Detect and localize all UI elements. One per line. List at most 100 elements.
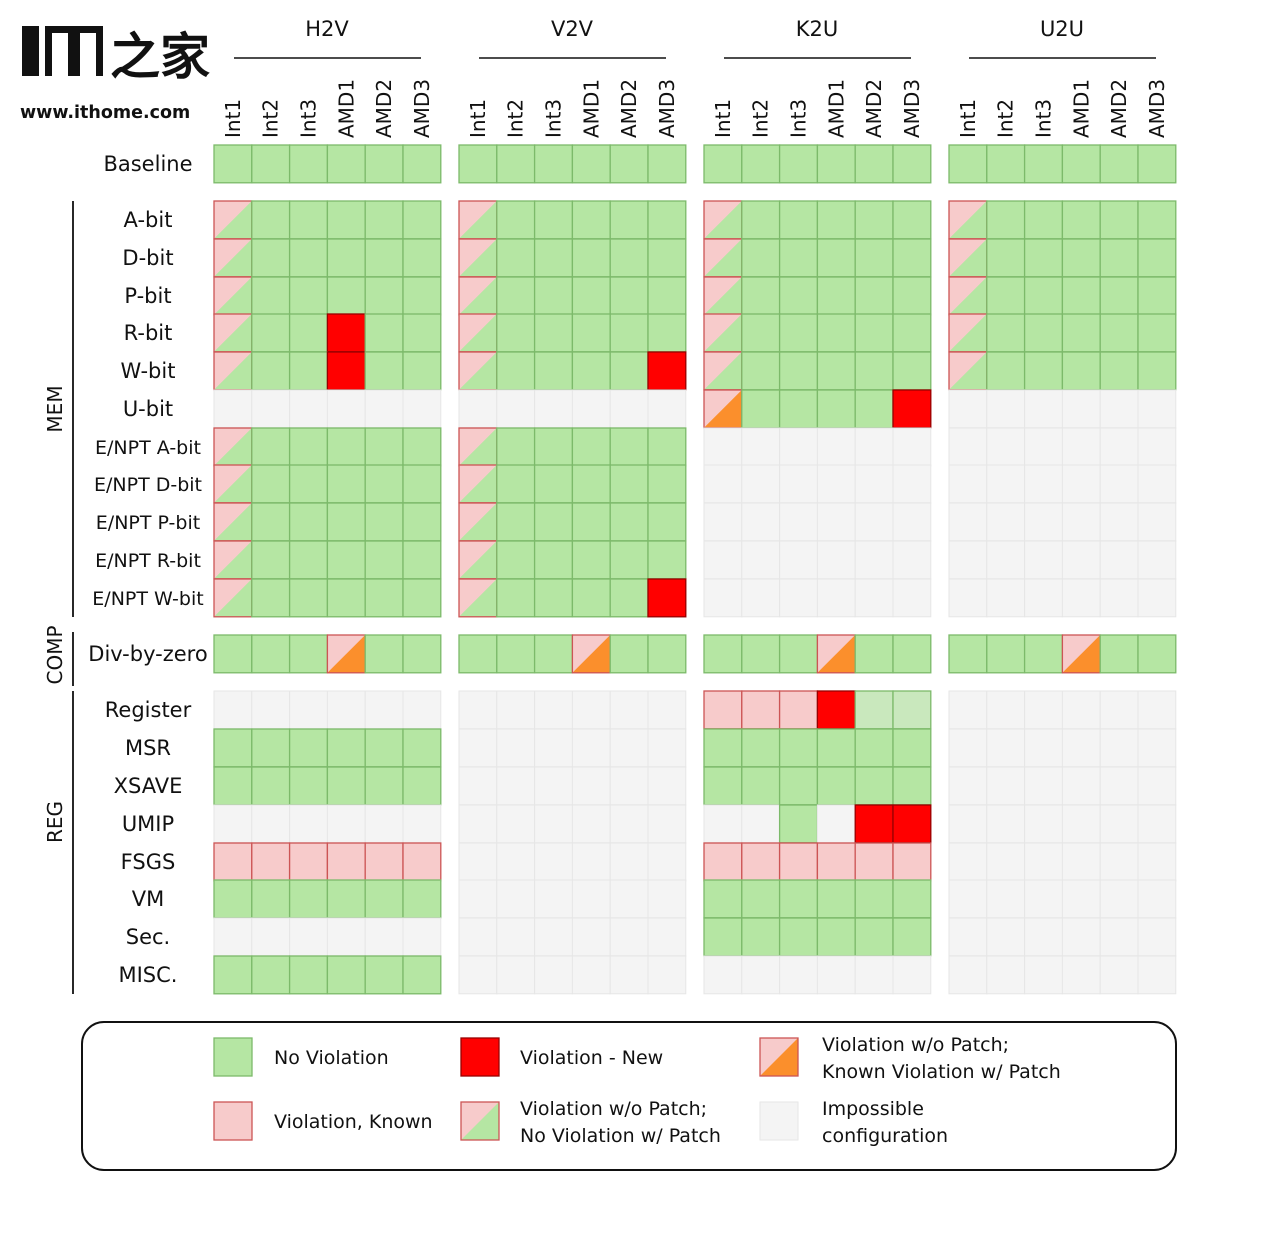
legend-label: No Violation w/ Patch: [520, 1125, 721, 1147]
cell-v2v-d-bit-int2: [496, 238, 536, 278]
cell-u2u-d-bit-amd2: [1099, 238, 1139, 278]
cell-h2v-fsgs-int3: [288, 842, 329, 882]
cell-u2u-vm-amd1: [1061, 879, 1101, 919]
cell-v2v-fsgs-int2: [496, 842, 536, 882]
cell-h2v-div-by-zero-int3: [288, 634, 329, 674]
cell-u2u-misc-int1: [948, 955, 988, 995]
cell-h2v-r-bit-amd2: [364, 313, 404, 353]
cell-v2v-u-bit-int3: [534, 389, 573, 429]
cell-k2u-baseline-int3: [778, 144, 819, 184]
row-label-xsave: XSAVE: [114, 774, 183, 798]
cell-k2u-w-bit-amd1: [816, 351, 856, 391]
cell-k2u-w-bit-amd2: [854, 351, 894, 391]
cell-v2v-div-by-zero-int3: [533, 634, 574, 674]
category-label-reg: REG: [43, 801, 67, 843]
column-label-h2v-int1: Int1: [221, 99, 245, 138]
cell-k2u-msr-amd3: [892, 728, 932, 768]
cell-h2v-e-npt-d-bit-amd3: [402, 464, 442, 504]
group-title-u2u: U2U: [1040, 17, 1084, 41]
legend-swatch-p: [213, 1101, 253, 1141]
cell-k2u-xsave-int2: [741, 766, 781, 806]
cell-u2u-u-bit-int2: [986, 389, 1026, 429]
cell-k2u-sec-int2: [741, 917, 781, 957]
row-label-div-by-zero: Div-by-zero: [88, 642, 207, 666]
cell-k2u-r-bit-int3: [778, 313, 819, 353]
cell-k2u-msr-int1: [703, 728, 743, 768]
legend-label: Violation - New: [520, 1047, 663, 1069]
cell-k2u-fsgs-amd3: [892, 842, 932, 882]
cell-k2u-msr-int3: [778, 728, 819, 768]
legend-label: Known Violation w/ Patch: [822, 1061, 1061, 1083]
column-label-u2u-amd3: AMD3: [1145, 79, 1169, 138]
cell-u2u-e-npt-a-bit-amd3: [1137, 427, 1177, 467]
cell-v2v-e-npt-w-bit-int1: [458, 578, 498, 618]
cell-h2v-e-npt-p-bit-int2: [251, 502, 291, 542]
cell-v2v-e-npt-d-bit-amd3: [647, 464, 687, 504]
cell-v2v-w-bit-int2: [496, 351, 536, 391]
cell-h2v-u-bit-int1: [213, 389, 253, 429]
cell-h2v-p-bit-amd3: [402, 276, 442, 316]
cell-k2u-baseline-amd3: [892, 144, 932, 184]
cell-h2v-register-amd1: [326, 690, 366, 730]
cell-h2v-w-bit-int2: [251, 351, 291, 391]
cell-v2v-baseline-int3: [533, 144, 574, 184]
cell-u2u-misc-amd3: [1137, 955, 1177, 995]
cell-u2u-e-npt-w-bit-int2: [986, 578, 1026, 618]
row-label-umip: UMIP: [122, 812, 174, 836]
cell-u2u-p-bit-amd1: [1061, 276, 1101, 316]
cell-v2v-p-bit-amd3: [647, 276, 687, 316]
cell-v2v-msr-amd3: [647, 728, 687, 768]
legend-label: Violation w/o Patch;: [822, 1034, 1009, 1056]
cell-h2v-fsgs-amd2: [364, 842, 404, 882]
cell-h2v-div-by-zero-amd3: [402, 634, 442, 674]
column-label-v2v-amd3: AMD3: [655, 79, 679, 138]
cell-h2v-p-bit-amd1: [326, 276, 366, 316]
logo-mark: 之家: [110, 28, 210, 86]
cell-u2u-msr-amd1: [1061, 728, 1101, 768]
cell-k2u-u-bit-amd2: [854, 389, 894, 429]
cell-v2v-a-bit-int1: [458, 200, 498, 240]
cell-v2v-fsgs-int3: [534, 842, 573, 882]
column-label-h2v-amd3: AMD3: [410, 79, 434, 138]
cell-v2v-register-amd2: [609, 690, 649, 730]
cell-h2v-misc-int3: [288, 955, 329, 995]
cell-v2v-e-npt-r-bit-amd2: [609, 540, 649, 580]
cell-v2v-sec-amd2: [609, 917, 649, 957]
cell-h2v-xsave-int2: [251, 766, 291, 806]
cell-u2u-w-bit-int3: [1023, 351, 1064, 391]
cell-h2v-fsgs-int1: [213, 842, 253, 882]
cell-v2v-e-npt-a-bit-int1: [458, 427, 498, 467]
cell-k2u-w-bit-int2: [741, 351, 781, 391]
column-label-v2v-amd2: AMD2: [617, 79, 641, 138]
cell-h2v-r-bit-amd1: [326, 313, 366, 353]
cell-k2u-u-bit-amd1: [816, 389, 856, 429]
cell-h2v-e-npt-d-bit-int2: [251, 464, 291, 504]
cell-v2v-a-bit-amd3: [647, 200, 687, 240]
cell-k2u-div-by-zero-int2: [741, 634, 781, 674]
cell-v2v-umip-amd2: [609, 804, 649, 844]
cell-k2u-fsgs-amd2: [854, 842, 894, 882]
column-label-h2v-amd2: AMD2: [372, 79, 396, 138]
cell-u2u-msr-int2: [986, 728, 1026, 768]
cell-h2v-register-amd3: [402, 690, 442, 730]
cell-v2v-umip-amd3: [647, 804, 687, 844]
cell-v2v-umip-amd1: [571, 804, 611, 844]
cell-u2u-sec-amd3: [1137, 917, 1177, 957]
cell-v2v-w-bit-int3: [533, 351, 574, 391]
cell-v2v-w-bit-int1: [458, 351, 498, 391]
cell-u2u-d-bit-int2: [986, 238, 1026, 278]
row-label-register: Register: [105, 698, 192, 722]
cell-v2v-p-bit-int1: [458, 276, 498, 316]
cell-h2v-e-npt-r-bit-amd1: [326, 540, 366, 580]
cell-h2v-a-bit-amd3: [402, 200, 442, 240]
cell-k2u-e-npt-a-bit-amd2: [854, 427, 894, 467]
cell-v2v-baseline-int1: [458, 144, 498, 184]
cell-h2v-a-bit-amd1: [326, 200, 366, 240]
cell-h2v-msr-amd1: [326, 728, 366, 768]
cell-h2v-p-bit-int3: [288, 276, 329, 316]
cell-u2u-a-bit-amd1: [1061, 200, 1101, 240]
cell-u2u-e-npt-w-bit-amd2: [1099, 578, 1139, 618]
cell-u2u-e-npt-a-bit-int2: [986, 427, 1026, 467]
cell-u2u-e-npt-p-bit-amd2: [1099, 502, 1139, 542]
cell-h2v-d-bit-amd1: [326, 238, 366, 278]
